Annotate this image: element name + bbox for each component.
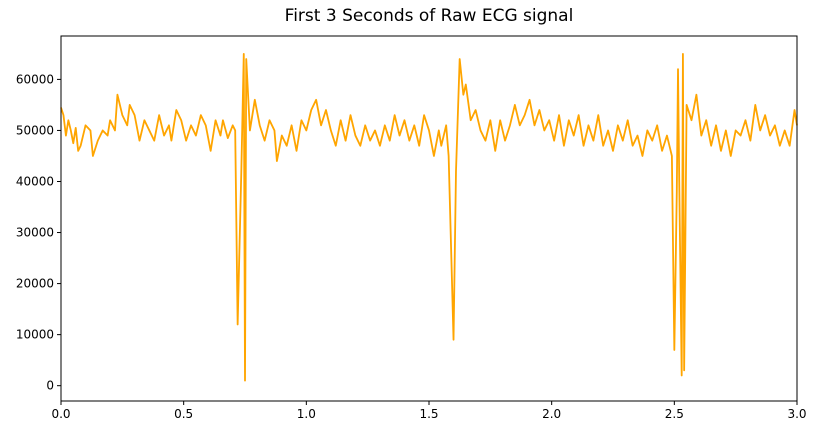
y-tick-label: 20000	[16, 277, 54, 291]
y-tick-label: 0	[46, 379, 54, 393]
plot-frame	[60, 35, 798, 402]
x-tick-label: 2.5	[665, 407, 684, 421]
y-tick-label: 60000	[16, 72, 54, 86]
x-tick-label: 1.5	[419, 407, 438, 421]
x-tick-label: 1.0	[297, 407, 316, 421]
chart-title: First 3 Seconds of Raw ECG signal	[285, 6, 574, 26]
y-tick-label: 40000	[16, 174, 54, 188]
x-tick-label: 0.0	[51, 407, 70, 421]
y-tick-label: 10000	[16, 328, 54, 342]
x-tick-label: 0.5	[174, 407, 193, 421]
y-tick-label: 50000	[16, 123, 54, 137]
x-tick-label: 2.0	[542, 407, 561, 421]
ecg-line	[60, 52, 798, 382]
x-tick-label: 3.0	[787, 407, 806, 421]
y-tick-label: 30000	[16, 226, 54, 240]
